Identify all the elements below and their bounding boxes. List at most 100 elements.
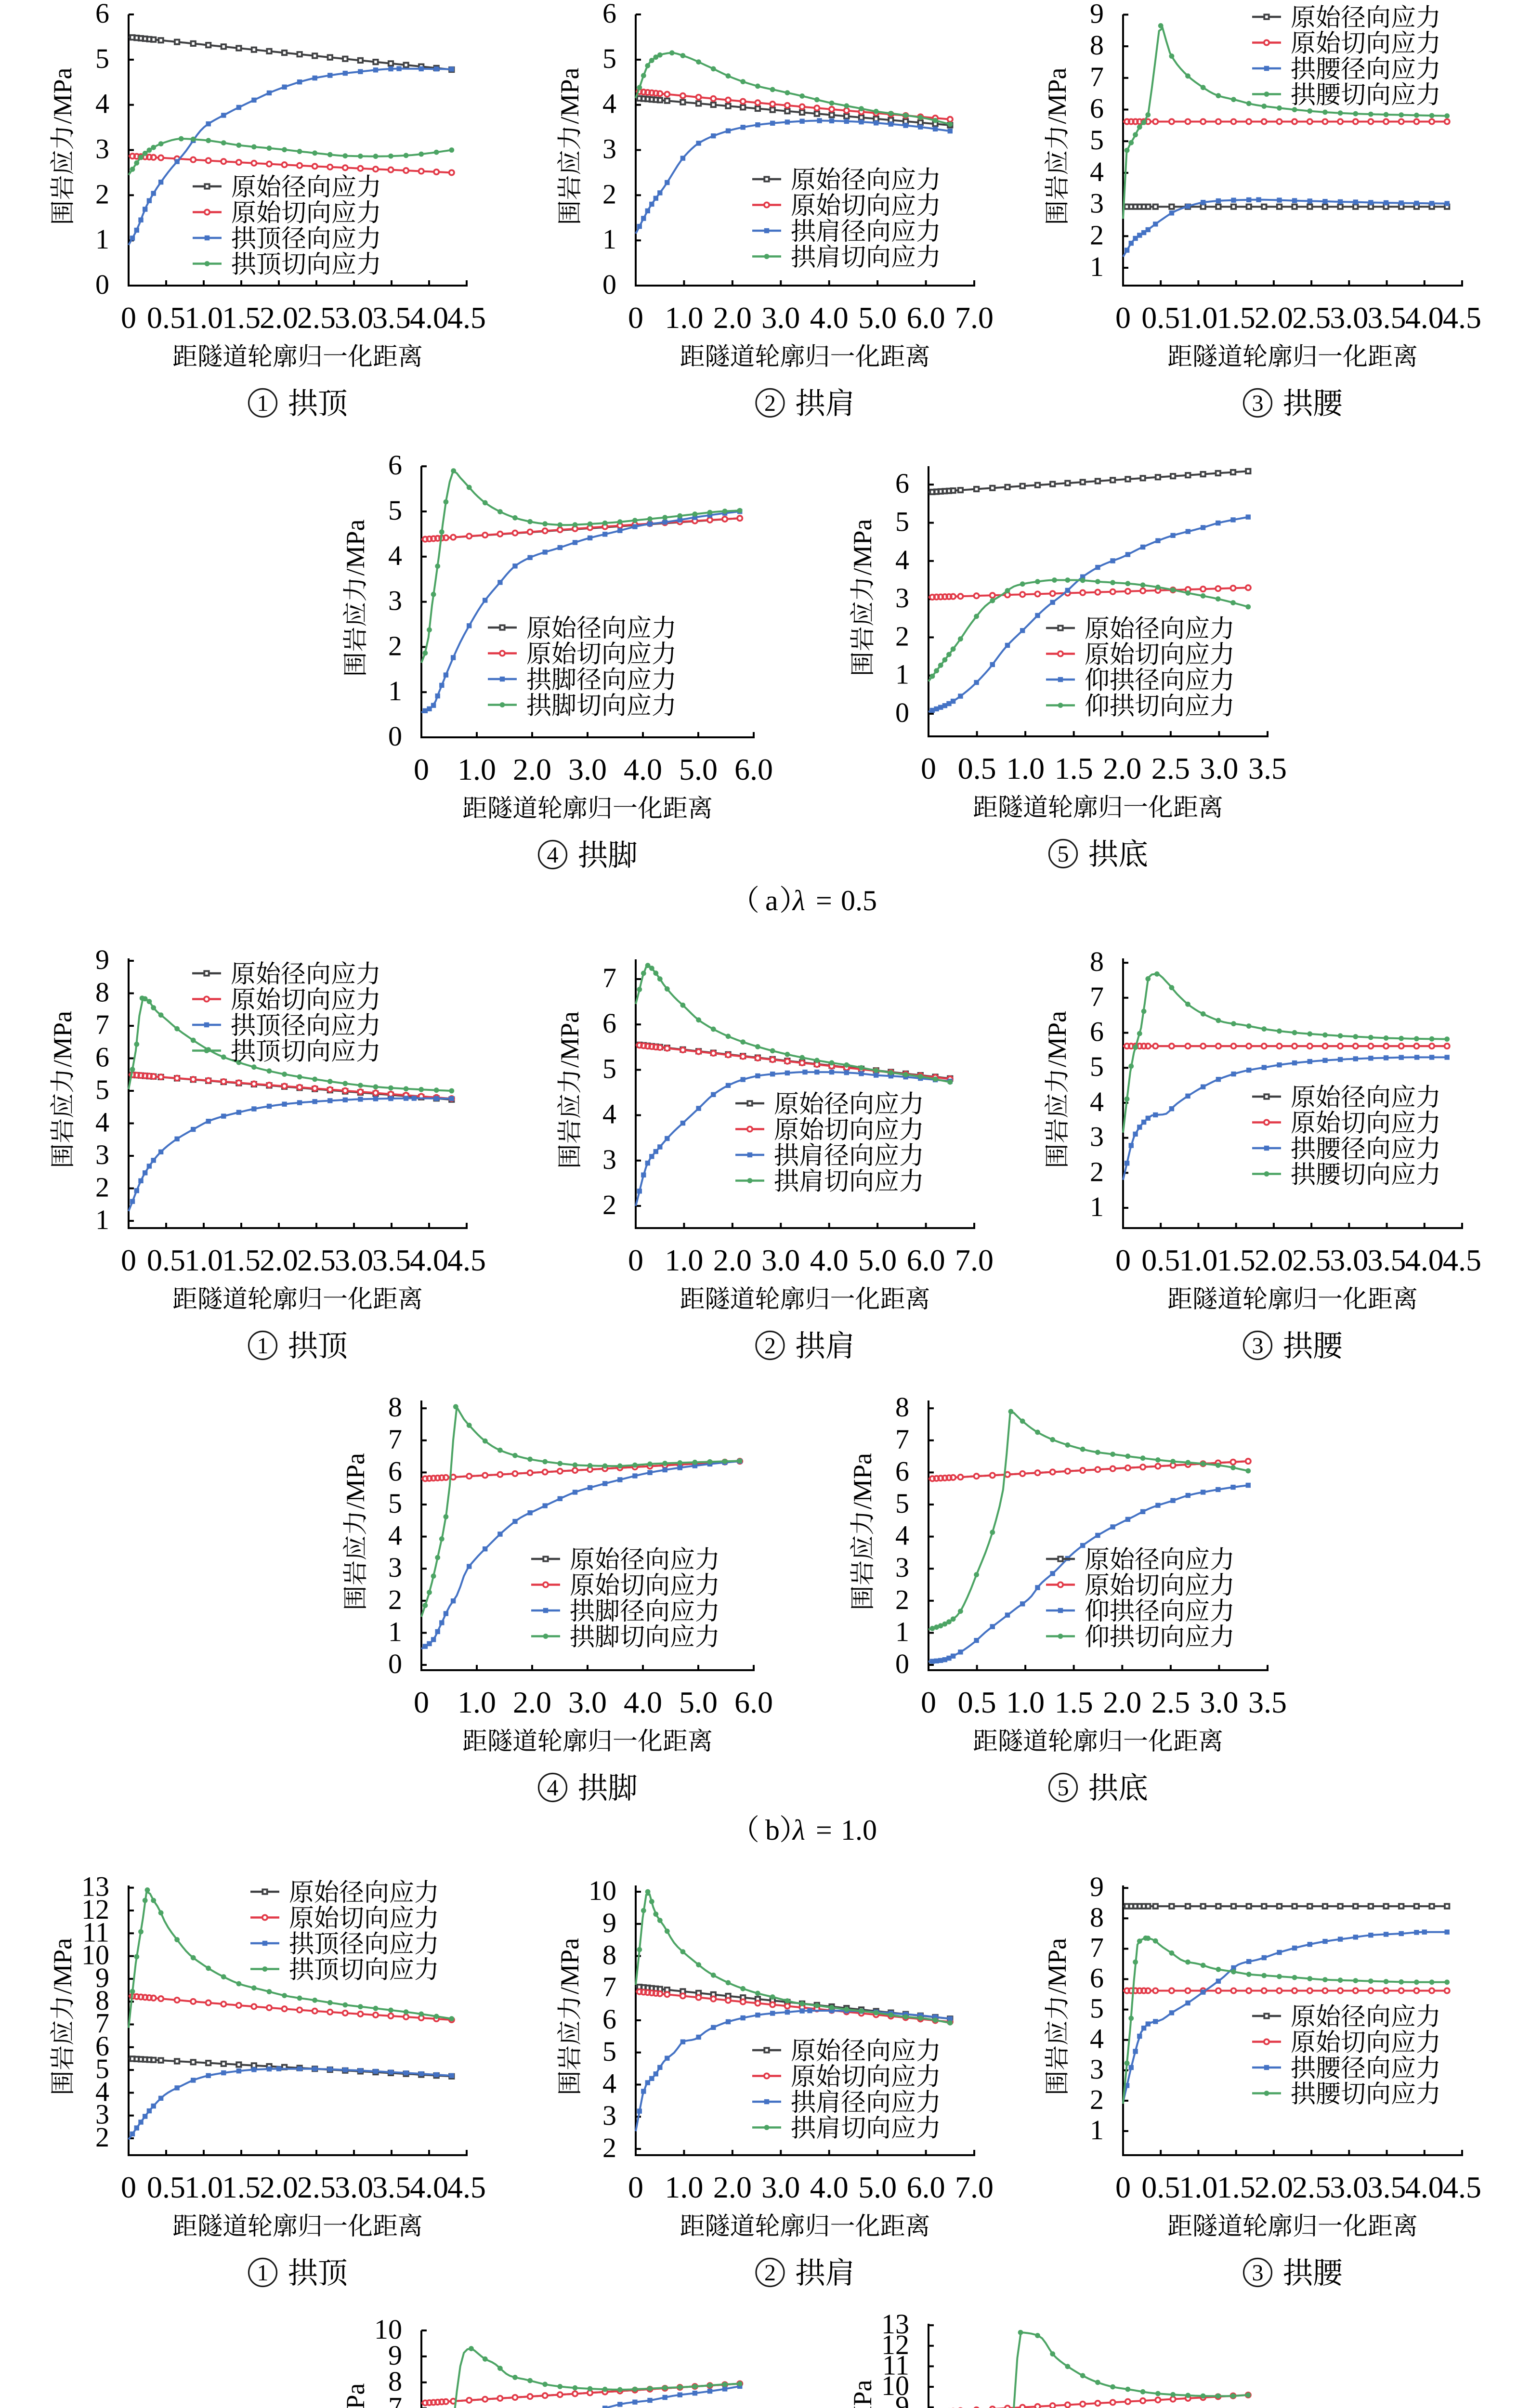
- svg-text:12: 12: [81, 1894, 109, 1925]
- svg-text:3.5: 3.5: [372, 301, 411, 335]
- svg-text:4: 4: [1090, 156, 1104, 187]
- svg-text:1: 1: [388, 1616, 402, 1647]
- svg-text:4.0: 4.0: [1405, 301, 1444, 335]
- svg-text:4.5: 4.5: [1443, 1243, 1481, 1277]
- svg-text:1: 1: [602, 223, 616, 255]
- svg-text:3: 3: [1252, 2260, 1264, 2286]
- svg-text:5: 5: [1058, 1775, 1069, 1801]
- svg-text:2: 2: [602, 1189, 616, 1220]
- svg-text:8: 8: [895, 1391, 909, 1423]
- svg-text:8: 8: [602, 1939, 616, 1971]
- svg-text:2.5: 2.5: [1151, 1685, 1190, 1719]
- svg-text:4: 4: [602, 1099, 616, 1130]
- svg-text:1.5: 1.5: [1217, 1243, 1255, 1277]
- svg-text:7: 7: [95, 2008, 109, 2039]
- svg-text:3: 3: [1090, 2054, 1104, 2085]
- svg-text:/MPa: /MPa: [48, 67, 77, 124]
- svg-text:0.5: 0.5: [958, 751, 996, 785]
- svg-text:8: 8: [1090, 1901, 1104, 1933]
- svg-text:4: 4: [388, 540, 402, 571]
- svg-text:4.0: 4.0: [810, 1243, 849, 1277]
- svg-text:13: 13: [881, 2308, 909, 2340]
- svg-text:9: 9: [388, 2340, 402, 2371]
- svg-text:2: 2: [764, 2260, 776, 2286]
- svg-text:/MPa: /MPa: [1043, 67, 1072, 124]
- svg-text:7: 7: [1090, 1932, 1104, 1963]
- svg-text:6: 6: [95, 1042, 109, 1073]
- svg-text:8: 8: [388, 1391, 402, 1423]
- svg-text:4.0: 4.0: [810, 2170, 849, 2204]
- svg-text:7: 7: [388, 1424, 402, 1455]
- svg-text:4.5: 4.5: [447, 2170, 486, 2204]
- svg-text:1.5: 1.5: [222, 301, 261, 335]
- svg-text:4.5: 4.5: [1443, 301, 1481, 335]
- svg-text:0.5: 0.5: [147, 1243, 185, 1277]
- svg-text:0: 0: [388, 720, 402, 752]
- svg-text:5: 5: [895, 506, 909, 537]
- svg-text:1.0: 1.0: [458, 752, 496, 786]
- svg-text:2.0: 2.0: [260, 301, 298, 335]
- svg-text:2: 2: [95, 2121, 109, 2153]
- svg-text:3: 3: [1252, 1333, 1264, 1359]
- svg-text:11: 11: [882, 2349, 909, 2381]
- svg-text:3.0: 3.0: [568, 1685, 607, 1719]
- svg-text:1.0: 1.0: [184, 2170, 223, 2204]
- svg-text:0: 0: [1115, 1243, 1131, 1277]
- svg-text:2.5: 2.5: [297, 2170, 336, 2204]
- svg-text:0: 0: [628, 1243, 643, 1277]
- svg-text:0: 0: [414, 752, 429, 786]
- svg-text:2: 2: [1090, 1156, 1104, 1187]
- svg-text:4.0: 4.0: [1405, 1243, 1444, 1277]
- svg-text:4: 4: [895, 544, 909, 576]
- svg-text:3.0: 3.0: [1330, 2170, 1368, 2204]
- svg-text:4.5: 4.5: [447, 301, 486, 335]
- svg-text:2.0: 2.0: [1255, 1243, 1293, 1277]
- svg-text:9: 9: [1090, 1871, 1104, 1902]
- svg-text:1.5: 1.5: [1055, 751, 1093, 785]
- svg-text:2: 2: [388, 1584, 402, 1615]
- svg-text:2.0: 2.0: [260, 2170, 298, 2204]
- svg-text:2.0: 2.0: [513, 1685, 551, 1719]
- svg-text:0: 0: [414, 1685, 429, 1719]
- svg-text:6: 6: [388, 1455, 402, 1487]
- svg-text:5: 5: [1090, 1051, 1104, 1082]
- svg-text:2.0: 2.0: [713, 2170, 752, 2204]
- svg-text:4.0: 4.0: [410, 2170, 448, 2204]
- svg-text:10: 10: [374, 2314, 402, 2345]
- svg-text:0: 0: [895, 697, 909, 728]
- svg-text:λ: λ: [792, 885, 805, 916]
- svg-text:8: 8: [1090, 946, 1104, 977]
- svg-text:0.5: 0.5: [1141, 1243, 1180, 1277]
- svg-text:5.0: 5.0: [858, 301, 897, 335]
- svg-text:6.0: 6.0: [734, 752, 773, 786]
- svg-text:6: 6: [602, 0, 616, 29]
- svg-text:3: 3: [95, 133, 109, 165]
- svg-text:9: 9: [1090, 0, 1104, 29]
- svg-text:1: 1: [1090, 251, 1104, 282]
- svg-text:1.0: 1.0: [1006, 751, 1045, 785]
- svg-text:3.0: 3.0: [761, 301, 800, 335]
- svg-text:4: 4: [895, 1520, 909, 1551]
- svg-text:1.5: 1.5: [1217, 2170, 1255, 2204]
- svg-text:3.0: 3.0: [335, 2170, 373, 2204]
- svg-text:4.0: 4.0: [410, 1243, 448, 1277]
- svg-text:0: 0: [95, 269, 109, 300]
- svg-text:6.0: 6.0: [907, 1243, 945, 1277]
- svg-text:/MPa: /MPa: [555, 1938, 584, 1994]
- svg-text:1.0: 1.0: [1006, 1685, 1045, 1719]
- svg-text:6: 6: [895, 1455, 909, 1487]
- svg-text:7: 7: [1090, 61, 1104, 92]
- svg-text:=: =: [816, 885, 832, 916]
- svg-text:7: 7: [95, 1009, 109, 1040]
- svg-text:7: 7: [602, 1971, 616, 2002]
- svg-text:8: 8: [388, 2366, 402, 2397]
- svg-text:5.0: 5.0: [858, 2170, 897, 2204]
- svg-text:4: 4: [388, 1520, 402, 1551]
- svg-text:1.0: 1.0: [665, 301, 703, 335]
- svg-text:=: =: [816, 1814, 832, 1846]
- svg-text:3.0: 3.0: [1330, 1243, 1368, 1277]
- svg-text:7.0: 7.0: [955, 301, 994, 335]
- svg-text:/MPa: /MPa: [848, 519, 877, 575]
- svg-text:2: 2: [1090, 2084, 1104, 2115]
- svg-text:3.5: 3.5: [372, 1243, 411, 1277]
